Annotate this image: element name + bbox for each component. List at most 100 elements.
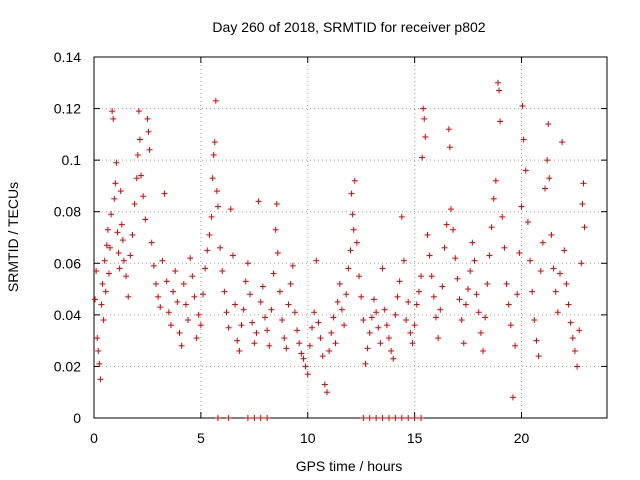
data-point	[418, 273, 425, 280]
y-tick-label: 0	[73, 410, 81, 426]
data-point	[488, 224, 495, 231]
data-point	[580, 180, 587, 187]
data-point	[392, 415, 399, 421]
x-tick-label: 15	[407, 430, 423, 446]
data-point	[227, 206, 234, 213]
data-point	[351, 177, 358, 184]
data-point	[283, 345, 290, 352]
data-point	[146, 146, 153, 153]
data-point	[490, 195, 497, 202]
data-point	[326, 347, 333, 354]
data-point	[392, 311, 399, 318]
data-point	[531, 317, 538, 324]
data-point	[400, 257, 407, 264]
data-point	[360, 415, 367, 421]
data-point	[524, 219, 531, 226]
data-point	[422, 133, 429, 140]
data-point	[484, 280, 491, 287]
data-point	[494, 79, 501, 86]
data-point	[111, 195, 118, 202]
data-point	[221, 288, 228, 295]
data-point	[255, 198, 262, 205]
data-point	[419, 154, 426, 161]
data-point	[197, 322, 204, 329]
data-point	[247, 291, 254, 298]
data-point	[123, 273, 130, 280]
data-point	[509, 394, 516, 401]
data-point	[317, 335, 324, 342]
data-point	[214, 203, 221, 210]
data-point	[411, 322, 418, 329]
data-point	[174, 298, 181, 305]
data-point	[244, 260, 251, 267]
data-point	[117, 188, 124, 195]
data-point	[187, 255, 194, 262]
data-point	[170, 288, 177, 295]
data-point	[236, 347, 243, 354]
data-point	[185, 317, 192, 324]
data-point	[135, 108, 142, 115]
data-point	[225, 415, 232, 421]
y-tick-label: 0.04	[54, 307, 81, 323]
data-point	[471, 257, 478, 264]
data-point	[119, 237, 126, 244]
data-point	[159, 257, 166, 264]
data-point	[266, 342, 273, 349]
data-point	[565, 301, 572, 308]
data-point	[268, 306, 275, 313]
y-tick-label: 0.12	[54, 101, 81, 117]
data-point	[338, 306, 345, 313]
data-point	[578, 260, 585, 267]
data-point	[113, 159, 120, 166]
data-point	[373, 415, 380, 421]
grid	[94, 57, 607, 418]
data-point	[189, 273, 196, 280]
data-point	[516, 249, 523, 256]
data-point	[550, 265, 557, 272]
data-point	[535, 353, 542, 360]
data-point	[95, 347, 102, 354]
data-point	[257, 298, 264, 305]
data-point	[450, 226, 457, 233]
y-tick-label: 0.02	[54, 358, 81, 374]
data-point	[497, 118, 504, 125]
data-point	[381, 306, 388, 313]
data-point	[133, 175, 140, 182]
data-point	[477, 329, 484, 336]
data-point	[559, 139, 566, 146]
data-point	[388, 347, 395, 354]
data-point	[294, 327, 301, 334]
data-point	[398, 415, 405, 421]
data-point	[576, 327, 583, 334]
data-point	[445, 126, 452, 133]
data-point	[519, 102, 526, 109]
data-point	[409, 340, 416, 347]
data-point	[223, 309, 230, 316]
data-point	[579, 200, 586, 207]
data-point	[522, 167, 529, 174]
y-axis-label: SRMTID / TECUs	[5, 182, 21, 292]
data-point	[480, 347, 487, 354]
data-point	[415, 288, 422, 295]
data-point	[544, 157, 551, 164]
data-point	[100, 317, 107, 324]
data-point	[424, 231, 431, 238]
data-point	[264, 415, 271, 421]
y-tick-label: 0.14	[54, 49, 81, 65]
data-point	[548, 231, 555, 238]
data-point	[323, 389, 330, 396]
data-point	[454, 275, 461, 282]
data-point	[234, 337, 241, 344]
data-point	[428, 273, 435, 280]
data-point	[492, 177, 499, 184]
data-point	[499, 213, 506, 220]
data-point	[306, 342, 313, 349]
x-axis-label: GPS time / hours	[296, 458, 403, 474]
data-point	[421, 115, 428, 122]
data-point	[134, 151, 141, 158]
data-point	[348, 190, 355, 197]
data-point	[362, 360, 369, 367]
data-point	[138, 172, 145, 179]
data-point	[259, 283, 266, 290]
data-point	[251, 415, 258, 421]
